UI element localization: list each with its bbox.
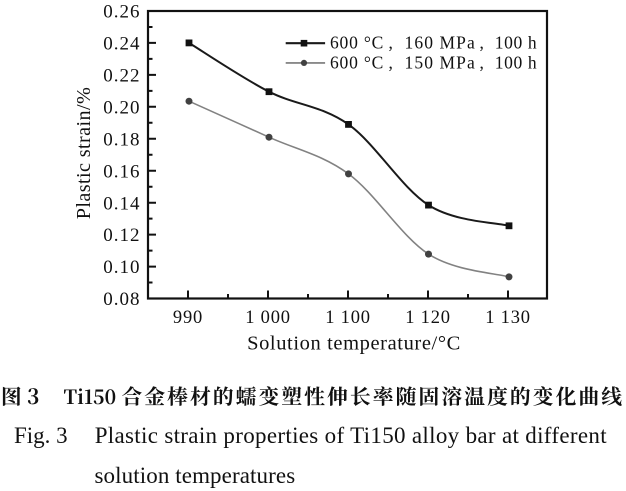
svg-text:0.10: 0.10 — [103, 257, 140, 278]
svg-text:Solution temperature/°C: Solution temperature/°C — [247, 333, 461, 355]
svg-text:1 100: 1 100 — [325, 308, 371, 328]
svg-text:0.20: 0.20 — [103, 97, 140, 118]
svg-text:0.14: 0.14 — [103, 193, 140, 214]
svg-text:0.18: 0.18 — [103, 129, 140, 150]
svg-text:600 °C: 600 °C — [330, 33, 384, 53]
svg-text:160 MPa: 160 MPa — [405, 33, 476, 53]
svg-text:100 h: 100 h — [495, 33, 537, 53]
svg-text:600 °C: 600 °C — [330, 52, 384, 72]
svg-text:solution temperatures: solution temperatures — [95, 463, 296, 488]
svg-text:150 MPa: 150 MPa — [405, 52, 476, 72]
svg-text:Plastic strain/%: Plastic strain/% — [73, 87, 95, 220]
svg-text:0.08: 0.08 — [103, 289, 140, 310]
svg-text:Plastic strain properties of T: Plastic strain properties of Ti150 alloy… — [95, 423, 608, 448]
svg-text:,: , — [389, 52, 393, 72]
svg-text:0.16: 0.16 — [103, 161, 140, 182]
svg-text:,: , — [480, 33, 484, 53]
svg-text:990: 990 — [173, 308, 203, 328]
svg-text:1 000: 1 000 — [245, 308, 291, 328]
svg-text:0.22: 0.22 — [103, 66, 140, 87]
svg-text:0.26: 0.26 — [103, 2, 140, 23]
svg-text:1 130: 1 130 — [485, 308, 531, 328]
svg-text:1 120: 1 120 — [405, 308, 451, 328]
svg-text:,: , — [480, 52, 484, 72]
svg-text:0.12: 0.12 — [103, 225, 140, 246]
svg-text:0.24: 0.24 — [103, 34, 140, 55]
svg-text:Fig. 3: Fig. 3 — [14, 423, 68, 448]
svg-text:100 h: 100 h — [495, 52, 537, 72]
svg-text:,: , — [389, 33, 393, 53]
